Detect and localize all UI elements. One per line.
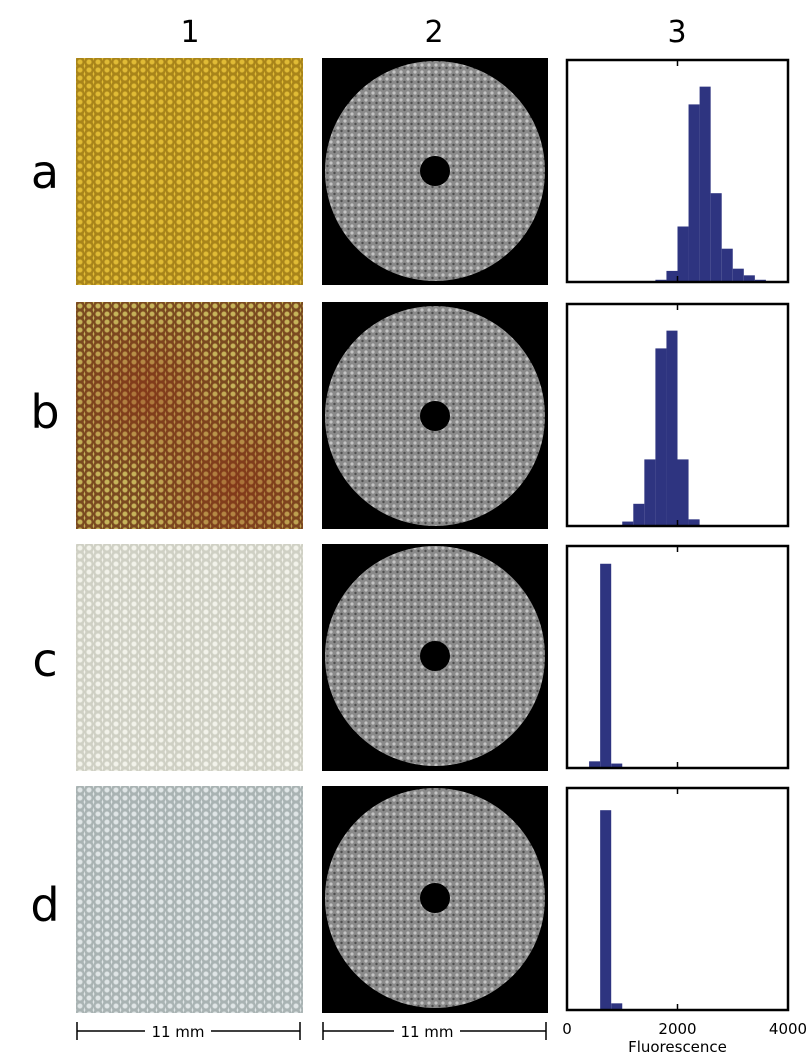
x-tick-label: 4000 [769,1020,807,1038]
row-label: a [31,145,59,199]
histogram-bar [677,459,689,526]
fabric-photo [76,58,303,285]
histogram-bar [688,104,700,283]
plot-frame [565,786,790,1012]
column-header: 2 [424,15,443,50]
histogram-bar [688,519,700,526]
x-tick-label: 0 [562,1020,572,1038]
fabric-photo [76,544,303,771]
histogram-bar [721,248,733,282]
histogram-bar [600,810,612,1010]
histogram-bar [633,503,645,526]
column-header: 3 [667,15,686,50]
row-label: b [30,385,59,439]
row-label: c [32,633,57,687]
histogram-bar [600,563,612,768]
histogram-bar [589,761,601,768]
histogram-bar [655,348,667,526]
histogram-bar [699,86,711,282]
plot-frame [565,302,790,528]
histogram-bar [666,330,678,526]
histogram-bar [622,521,634,526]
scale-bar-label: 11 mm [400,1023,453,1041]
histogram-bar [644,459,656,526]
column-header: 1 [180,15,199,50]
row-label: d [30,878,59,932]
histogram-bar [710,193,722,282]
histogram-bar [743,275,755,282]
fabric-photo [76,302,303,529]
plot-frame [565,544,790,770]
ct-panels [322,58,548,1013]
histogram-bar [611,763,623,768]
x-axis-label: Fluorescence [628,1038,727,1056]
fabric-photo [76,786,303,1013]
histogram-bar [611,1003,623,1010]
plot-frame [565,58,790,284]
x-tick-label: 2000 [658,1020,696,1038]
histogram-bar [732,268,744,282]
scale-bar-label: 11 mm [151,1023,204,1041]
histogram-bar [677,226,689,282]
histogram-bar [666,270,678,282]
